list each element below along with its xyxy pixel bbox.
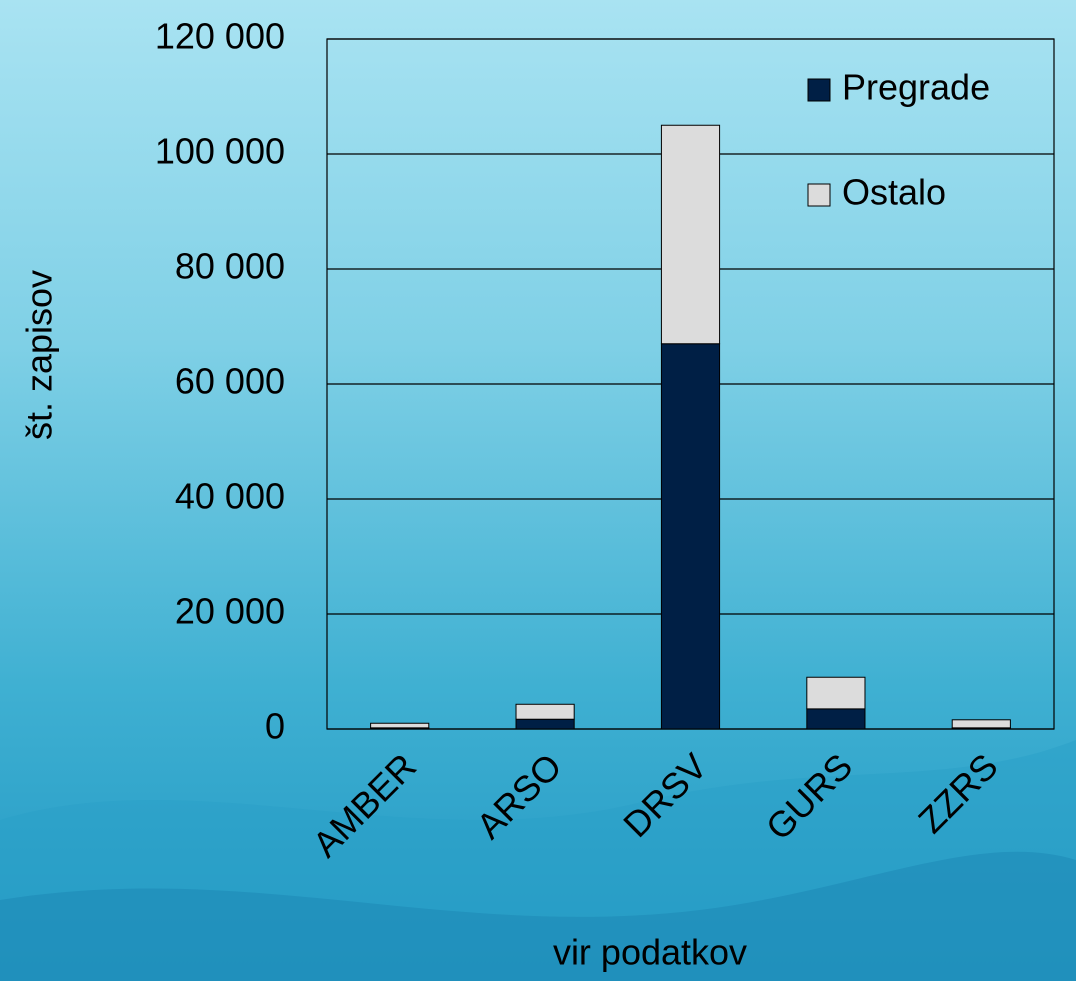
y-tick-label: 120 000 bbox=[155, 16, 285, 57]
bar-segment bbox=[951, 719, 1011, 729]
bar-segment bbox=[806, 708, 866, 730]
y-tick-label: 0 bbox=[265, 706, 285, 747]
bar-segment bbox=[515, 703, 575, 720]
bar-segment bbox=[806, 676, 866, 710]
y-tick-label: 40 000 bbox=[175, 476, 285, 517]
wave bbox=[0, 851, 1076, 981]
x-axis-title: vir podatkov bbox=[553, 932, 747, 973]
legend-label: Ostalo bbox=[842, 172, 946, 213]
y-tick-label: 20 000 bbox=[175, 591, 285, 632]
bar-segment bbox=[660, 343, 721, 730]
y-tick-label: 60 000 bbox=[175, 361, 285, 402]
legend-label: Pregrade bbox=[842, 67, 990, 108]
y-axis-title: št. zapisov bbox=[19, 270, 60, 440]
legend-swatch bbox=[807, 183, 831, 207]
bar-segment bbox=[370, 722, 430, 729]
y-tick-label: 80 000 bbox=[175, 246, 285, 287]
legend-swatch bbox=[807, 78, 831, 102]
bar-segment bbox=[515, 718, 575, 730]
y-tick-label: 100 000 bbox=[155, 131, 285, 172]
bar-segment bbox=[660, 124, 721, 345]
